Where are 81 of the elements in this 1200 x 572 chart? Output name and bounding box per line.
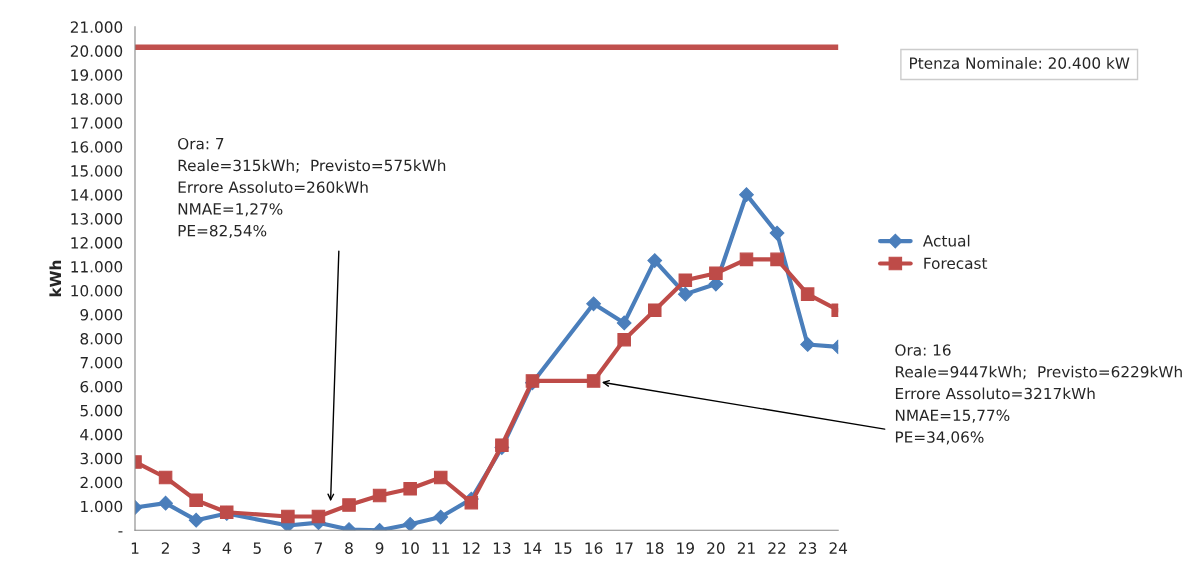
y-tick-label: 14.000: [71, 189, 123, 201]
point: [647, 253, 663, 268]
point: [342, 498, 356, 512]
y-axis-title: kWh: [49, 260, 61, 297]
point: [586, 374, 601, 388]
x-tick-label: 19: [677, 542, 694, 554]
y-tick-label: 17.000: [71, 117, 123, 129]
y-tick-label: 18.000: [71, 93, 123, 105]
x-tick-label: 15: [554, 542, 572, 554]
legend-label: Forecast: [924, 257, 988, 270]
x-tick-label: 1: [131, 542, 139, 554]
x-tick-label: 5: [253, 542, 261, 554]
point: [617, 332, 631, 347]
x-tick-label: 7: [314, 542, 322, 554]
x-tick-label: 14: [524, 542, 542, 554]
y-tick-label: 8.000: [80, 332, 123, 345]
y-tick-label: 3.000: [80, 452, 123, 465]
point: [647, 303, 662, 317]
point: [158, 470, 173, 485]
x-tick-label: 23: [799, 542, 817, 554]
y-tick-label: 2.000: [80, 476, 123, 489]
text: Ptenza Nominale: 20.400 kW: [910, 57, 1130, 69]
x-tick-label: 12: [463, 542, 480, 554]
x-tick-label: 11: [432, 542, 450, 554]
point: [281, 509, 295, 524]
point: [800, 337, 816, 352]
y-tick-label: 20.000: [70, 45, 123, 57]
point: [586, 296, 601, 312]
point: [495, 438, 509, 452]
point: [158, 495, 173, 511]
y-tick-label: 19.000: [71, 69, 123, 81]
x-tick-label: 8: [345, 542, 353, 554]
point: [769, 225, 785, 241]
point: [677, 286, 693, 302]
y-tick-label: 21.000: [70, 21, 123, 33]
text: Ora: 16 Reale=9447kWh; Previsto=6229kWh Errore Assoluto=3217kWh NMAE=15,77% PE=34,06%: [895, 344, 1182, 445]
y-tick-label: 4.000: [80, 428, 123, 441]
point: [770, 252, 784, 267]
x-tick-label: 13: [493, 542, 511, 554]
x-tick-label: 24: [829, 542, 848, 554]
x-tick-label: 20: [707, 542, 725, 554]
x-tick-label: 22: [768, 542, 786, 554]
point: [464, 495, 479, 510]
y-tick-label: 5.000: [80, 404, 123, 417]
x-tick-label: 10: [402, 542, 419, 554]
point: [188, 512, 204, 528]
point: [433, 470, 448, 485]
point: [433, 509, 449, 525]
point: [709, 266, 723, 281]
x-tick-label: 17: [616, 542, 633, 554]
y-tick-label: 7.000: [80, 356, 123, 369]
y-tick-label: 1.000: [81, 500, 123, 513]
x-tick-label: 16: [585, 542, 603, 554]
y-tick-label: -: [118, 531, 123, 533]
point: [372, 488, 387, 503]
point: [403, 482, 417, 496]
point: [311, 509, 326, 524]
x-tick-label: 9: [375, 542, 384, 554]
y-tick-label: 11.000: [71, 261, 123, 273]
y-tick-label: 10.000: [71, 285, 123, 297]
y-tick-label: 15.000: [71, 165, 123, 177]
point: [189, 493, 203, 508]
point: [402, 516, 418, 531]
legend-label: Actual: [922, 234, 970, 247]
point: [800, 287, 815, 301]
y-tick-label: 13.000: [71, 213, 123, 225]
x-tick-label: 6: [284, 542, 292, 554]
point: [739, 252, 754, 267]
y-tick-label: 6.000: [80, 380, 123, 393]
point: [678, 273, 693, 288]
x-tick-label: 2: [161, 542, 169, 554]
point: [739, 187, 754, 203]
y-tick-label: 9.000: [80, 308, 123, 321]
annotation: Ora: 7 Reale=315kWh; Previsto=575kWh Errore Assoluto=260kWh NMAE=1,27% PE=82,54%: [178, 137, 446, 239]
point: [616, 315, 632, 331]
x-tick-label: 3: [192, 542, 200, 554]
x-tick-label: 18: [646, 542, 664, 554]
x-tick-label: 4: [222, 542, 231, 554]
y-tick-label: 16.000: [71, 141, 123, 153]
y-tick-label: 12.000: [71, 237, 123, 249]
x-tick-label: 21: [737, 542, 755, 554]
